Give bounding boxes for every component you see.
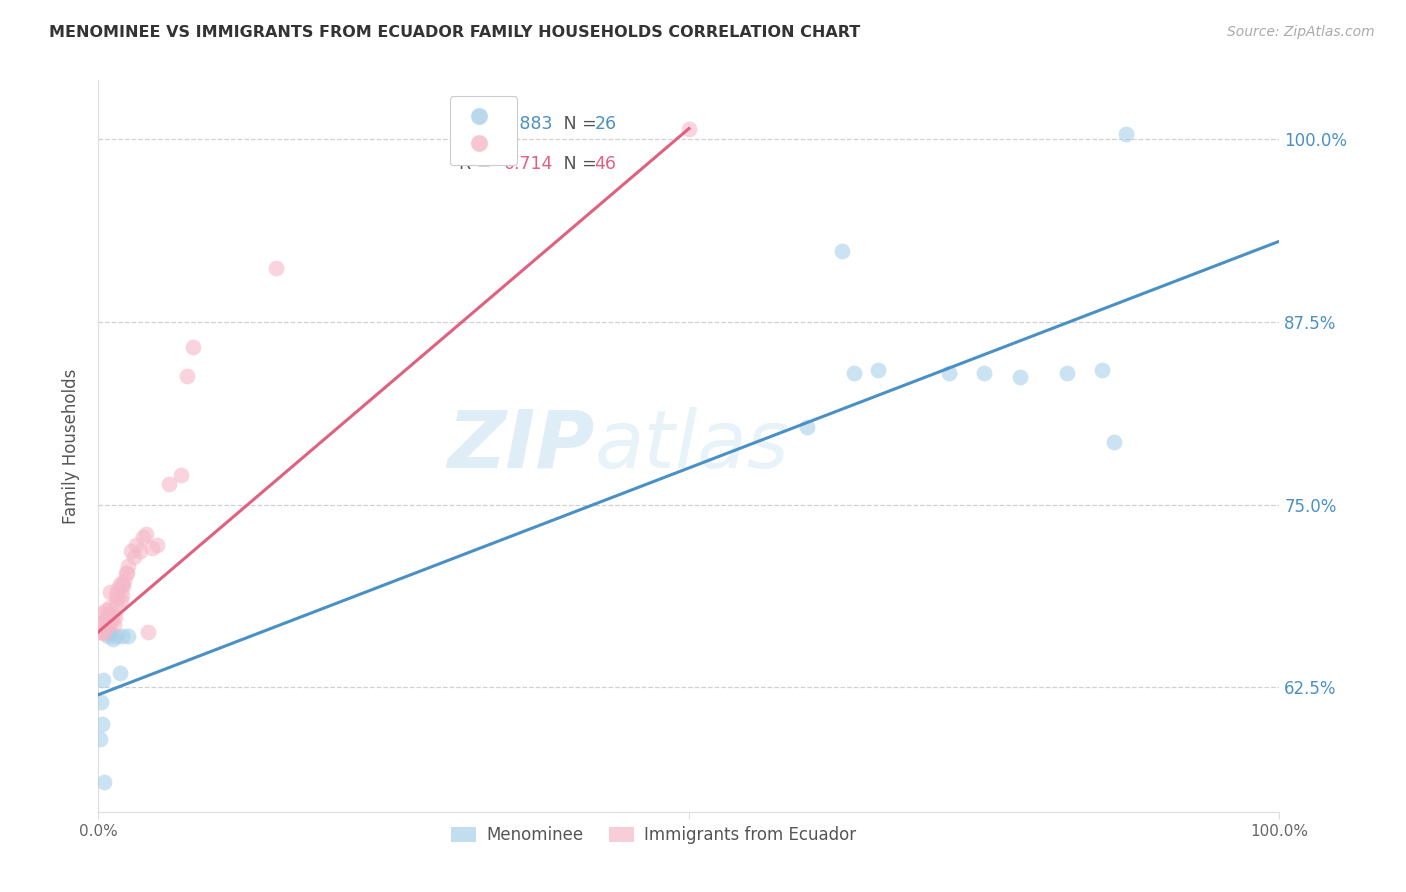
- Point: [170, 468, 193, 483]
- Point: [114, 566, 136, 581]
- Point: [128, 544, 150, 558]
- Point: [1091, 363, 1114, 377]
- Point: [97, 607, 120, 622]
- Text: N =: N =: [547, 115, 602, 133]
- Point: [98, 610, 121, 624]
- Text: 0.883: 0.883: [503, 115, 553, 133]
- Point: [181, 339, 204, 353]
- Text: R =: R =: [458, 115, 496, 133]
- Point: [105, 597, 128, 611]
- Point: [94, 624, 117, 639]
- Point: [96, 612, 118, 626]
- Point: [98, 585, 121, 599]
- Point: [115, 566, 138, 581]
- Point: [93, 775, 115, 789]
- Point: [91, 622, 114, 636]
- Point: [122, 550, 145, 565]
- Point: [678, 121, 700, 136]
- Text: 0.714: 0.714: [503, 155, 553, 173]
- Point: [938, 366, 960, 380]
- Text: atlas: atlas: [595, 407, 789, 485]
- Legend: Menominee, Immigrants from Ecuador: Menominee, Immigrants from Ecuador: [444, 820, 862, 851]
- Point: [111, 588, 134, 602]
- Point: [93, 626, 115, 640]
- Point: [89, 624, 111, 639]
- Y-axis label: Family Households: Family Households: [62, 368, 80, 524]
- Point: [105, 591, 128, 606]
- Point: [97, 629, 120, 643]
- Point: [112, 579, 135, 593]
- Point: [1102, 434, 1125, 449]
- Point: [107, 582, 129, 597]
- Point: [89, 731, 111, 746]
- Point: [111, 629, 134, 643]
- Point: [97, 617, 120, 632]
- Text: 26: 26: [595, 115, 617, 133]
- Text: ZIP: ZIP: [447, 407, 595, 485]
- Text: 46: 46: [595, 155, 616, 173]
- Text: R =: R =: [458, 155, 496, 173]
- Point: [117, 558, 139, 573]
- Point: [101, 607, 124, 622]
- Point: [136, 624, 159, 639]
- Point: [973, 366, 995, 380]
- Point: [796, 420, 818, 434]
- Point: [94, 603, 117, 617]
- Text: Source: ZipAtlas.com: Source: ZipAtlas.com: [1227, 25, 1375, 39]
- Point: [132, 530, 155, 544]
- Text: N =: N =: [547, 155, 602, 173]
- Point: [117, 629, 139, 643]
- Point: [108, 665, 131, 680]
- Point: [94, 612, 117, 626]
- Point: [98, 599, 121, 614]
- Point: [105, 587, 128, 601]
- Point: [264, 260, 287, 275]
- Point: [98, 624, 121, 639]
- Point: [176, 368, 198, 383]
- Point: [91, 606, 114, 620]
- Text: MENOMINEE VS IMMIGRANTS FROM ECUADOR FAMILY HOUSEHOLDS CORRELATION CHART: MENOMINEE VS IMMIGRANTS FROM ECUADOR FAM…: [49, 25, 860, 40]
- Point: [831, 244, 853, 259]
- Point: [111, 578, 134, 592]
- Point: [104, 610, 127, 624]
- Point: [112, 574, 135, 588]
- Point: [108, 576, 131, 591]
- Point: [100, 615, 122, 629]
- Point: [90, 695, 112, 709]
- Point: [1056, 366, 1078, 380]
- Point: [141, 541, 163, 556]
- Point: [146, 539, 169, 553]
- Point: [96, 624, 118, 639]
- Point: [866, 363, 889, 377]
- Point: [90, 624, 112, 639]
- Point: [135, 526, 157, 541]
- Point: [157, 477, 180, 491]
- Point: [91, 673, 114, 687]
- Point: [91, 615, 114, 629]
- Point: [1008, 370, 1031, 384]
- Point: [125, 539, 148, 553]
- Point: [105, 629, 128, 643]
- Point: [101, 632, 124, 646]
- Point: [98, 626, 121, 640]
- Point: [844, 366, 866, 380]
- Point: [110, 592, 132, 607]
- Point: [121, 544, 143, 558]
- Point: [103, 617, 125, 632]
- Point: [91, 717, 114, 731]
- Point: [1115, 128, 1137, 142]
